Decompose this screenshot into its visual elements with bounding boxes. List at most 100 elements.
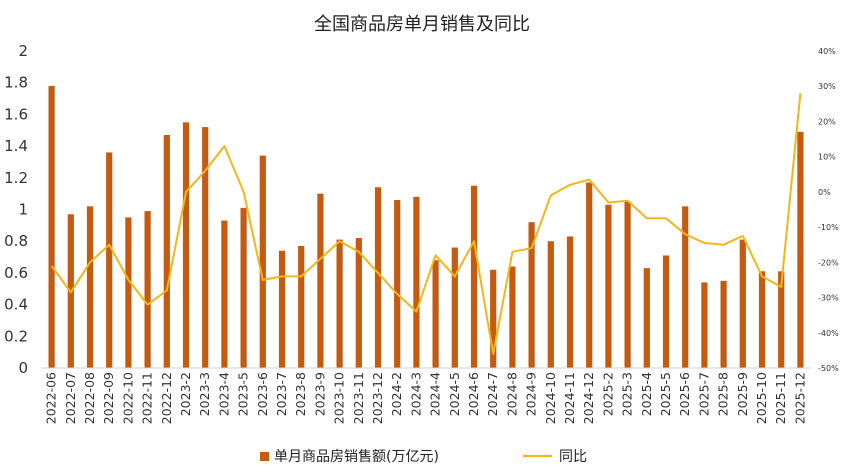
bar xyxy=(547,241,554,368)
bar xyxy=(182,122,190,368)
bar xyxy=(317,193,324,368)
y-right-tick-label: 30% xyxy=(818,82,836,91)
y-left-tick-label: 0 xyxy=(18,359,28,377)
legend-swatch-bar xyxy=(260,452,269,461)
bar xyxy=(413,196,420,368)
bar xyxy=(586,182,593,368)
y-right-tick-label: 10% xyxy=(818,153,836,162)
bar xyxy=(144,211,151,368)
bar xyxy=(240,207,247,368)
yoy-line xyxy=(50,93,802,355)
bar xyxy=(278,250,286,368)
line-series xyxy=(50,93,802,355)
bar xyxy=(259,155,266,368)
y-left-tick-label: 1 xyxy=(18,201,28,219)
y-right-axis: -50% -40% -30% -20% -10% 0% 10% 20% 30% 40% xyxy=(818,47,839,373)
bar xyxy=(125,217,132,368)
x-tick-label: 2023-7 xyxy=(274,372,289,416)
bar xyxy=(720,280,727,368)
bar xyxy=(221,220,228,368)
bar xyxy=(355,238,362,368)
y-left-tick-label: 1.8 xyxy=(4,74,28,92)
bar xyxy=(432,260,439,368)
x-tick-label: 2024-7 xyxy=(485,372,500,416)
x-tick-label: 2025-7 xyxy=(696,372,711,416)
x-tick-label: 2023-6 xyxy=(255,372,270,416)
x-tick-label: 2023-3 xyxy=(197,372,212,416)
x-tick-label: 2024-10 xyxy=(543,372,558,424)
x-tick-label: 2024-9 xyxy=(524,372,539,416)
bar xyxy=(605,204,612,368)
x-tick-label: 2023-11 xyxy=(351,372,366,424)
bar xyxy=(662,255,670,368)
x-tick-label: 2023-5 xyxy=(236,372,251,416)
bar xyxy=(682,206,689,368)
bar xyxy=(48,85,55,369)
y-right-tick-label: 40% xyxy=(818,47,836,56)
x-tick-label: 2025-11 xyxy=(773,372,788,424)
x-tick-label: 2024-2 xyxy=(389,372,404,416)
bar xyxy=(336,239,343,368)
y-right-tick-label: -50% xyxy=(818,364,839,373)
bar xyxy=(163,135,170,368)
x-tick-label: 2023-8 xyxy=(293,372,308,416)
y-right-tick-label: 0% xyxy=(818,188,831,197)
x-tick-label: 2024-3 xyxy=(408,372,423,416)
y-left-tick-label: 0.2 xyxy=(4,327,28,345)
y-right-tick-label: 20% xyxy=(818,117,836,126)
y-left-tick-label: 0.4 xyxy=(4,296,28,314)
bar xyxy=(394,199,401,368)
x-tick-label: 2025-8 xyxy=(716,372,731,416)
x-tick-label: 2025-12 xyxy=(792,372,807,424)
bar xyxy=(470,185,478,368)
x-tick-label: 2022-09 xyxy=(101,372,116,424)
x-tick-label: 2023-10 xyxy=(332,372,347,424)
x-tick-label: 2024-8 xyxy=(504,372,519,416)
x-tick-label: 2022-07 xyxy=(63,372,78,424)
x-axis: 2022-06 2022-07 2022-08 2022-09 2022-10 2022-… xyxy=(44,372,808,424)
bar xyxy=(374,187,382,368)
x-tick-label: 2024-4 xyxy=(428,372,443,416)
bar xyxy=(490,269,497,368)
bar xyxy=(566,236,574,368)
chart-title: 全国商品房单月销售及同比 xyxy=(314,14,530,35)
legend: 单月商品房销售额(万亿元) 同比 xyxy=(260,449,587,465)
x-tick-label: 2023-9 xyxy=(312,372,327,416)
x-tick-label: 2025-5 xyxy=(658,372,673,416)
bar xyxy=(509,266,516,368)
y-left-axis: 0 0.2 0.4 0.6 0.8 1 1.2 1.4 1.6 1.8 2 xyxy=(4,42,28,377)
y-left-tick-label: 1.2 xyxy=(4,169,28,187)
bar xyxy=(701,282,708,368)
bar xyxy=(106,152,113,368)
y-right-tick-label: -40% xyxy=(818,329,839,338)
x-tick-label: 2023-12 xyxy=(370,372,385,424)
legend-label-bar: 单月商品房销售额(万亿元) xyxy=(274,449,439,465)
x-tick-label: 2022-12 xyxy=(159,372,174,424)
legend-label-line: 同比 xyxy=(559,449,587,465)
y-right-tick-label: -30% xyxy=(818,294,839,303)
y-left-tick-label: 1.4 xyxy=(4,137,28,155)
x-tick-label: 2025-10 xyxy=(754,372,769,424)
bar xyxy=(797,131,804,368)
bar xyxy=(451,247,458,368)
x-tick-label: 2022-10 xyxy=(120,372,135,424)
x-tick-label: 2025-9 xyxy=(735,372,750,416)
y-right-tick-label: -20% xyxy=(818,258,839,267)
bar xyxy=(86,206,94,368)
x-tick-label: 2025-2 xyxy=(600,372,615,416)
x-tick-label: 2025-4 xyxy=(639,372,654,416)
y-left-tick-label: 1.6 xyxy=(4,105,28,123)
x-tick-label: 2023-4 xyxy=(216,372,231,416)
y-left-tick-label: 0.8 xyxy=(4,232,28,250)
x-tick-label: 2024-5 xyxy=(447,372,462,416)
bar xyxy=(758,271,766,368)
x-tick-label: 2022-08 xyxy=(82,372,97,424)
y-left-tick-label: 0.6 xyxy=(4,264,28,282)
bar xyxy=(202,127,209,368)
x-tick-label: 2024-11 xyxy=(562,372,577,424)
x-tick-label: 2024-12 xyxy=(581,372,596,424)
bar xyxy=(643,268,650,368)
bar xyxy=(739,239,746,368)
bar xyxy=(624,201,631,368)
x-tick-label: 2025-3 xyxy=(620,372,635,416)
